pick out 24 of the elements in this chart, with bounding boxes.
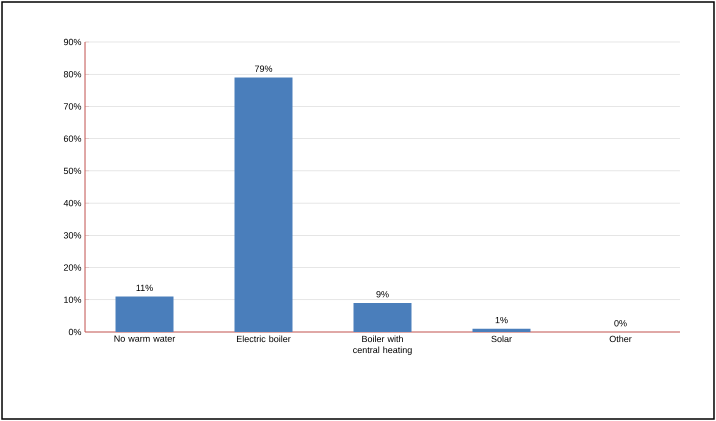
data-label: 9% <box>376 291 389 298</box>
data-label: 1% <box>496 316 508 324</box>
y-tick-label: 50% <box>64 168 82 174</box>
x-tick-label: No warm water <box>114 336 176 342</box>
y-tick-label: 0% <box>68 328 82 336</box>
x-tick-label: Other <box>610 336 632 342</box>
y-tick-label: 30% <box>64 232 82 239</box>
y-tick-label: 60% <box>64 135 82 142</box>
data-label: 0% <box>614 320 627 326</box>
y-tick-label: 10% <box>64 296 82 303</box>
y-tick-label: 80% <box>64 71 82 78</box>
bar <box>354 302 412 332</box>
data-label: 11% <box>136 284 153 292</box>
bar <box>234 77 293 332</box>
x-tick-label: Electric boiler <box>236 336 291 342</box>
y-tick-label: 40% <box>64 200 82 206</box>
bar <box>116 296 174 332</box>
x-tick-label: Solar <box>491 336 512 342</box>
x-tick-label: Boiler with central heating <box>353 336 412 355</box>
data-label: 79% <box>254 66 272 72</box>
y-tick-label: 90% <box>64 38 82 46</box>
y-tick-label: 70% <box>64 103 82 110</box>
y-tick-label: 20% <box>64 264 82 271</box>
bar <box>472 328 530 332</box>
